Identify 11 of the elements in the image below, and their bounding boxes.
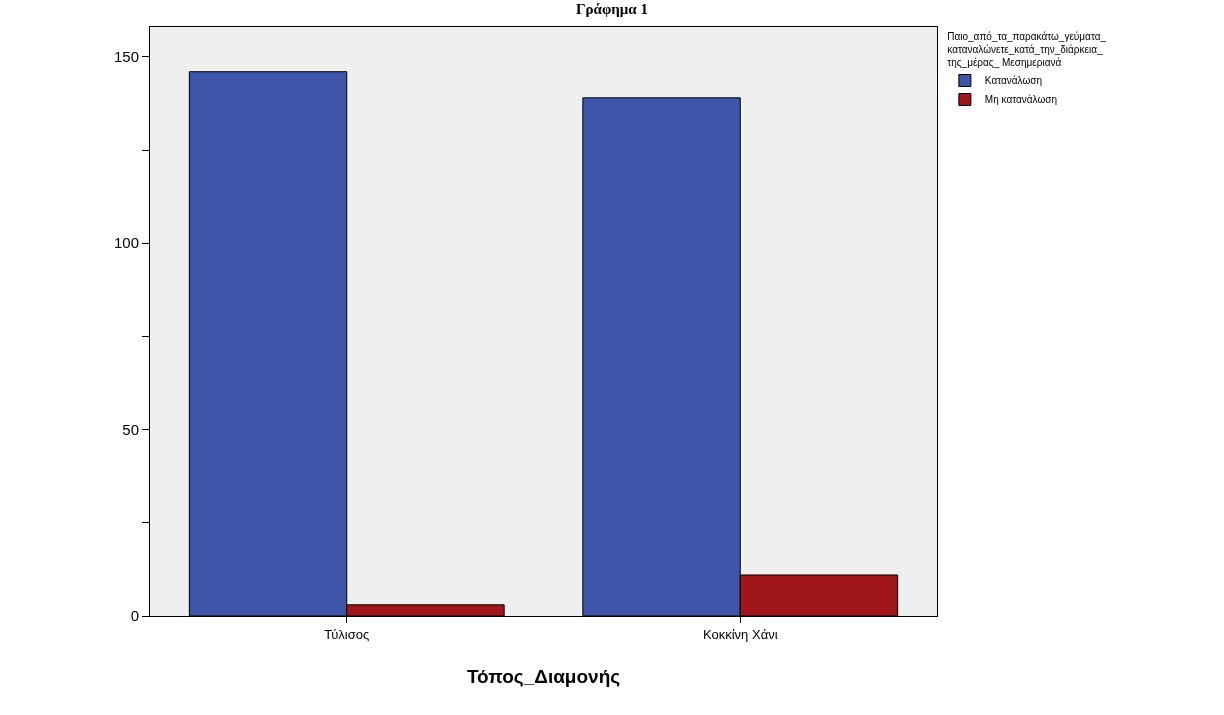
x-tick-label: Τύλισος	[324, 626, 370, 642]
x-axis-title: Τόπος_Διαμονής	[466, 666, 621, 687]
y-tick-label: 150	[113, 48, 139, 66]
y-tick-label: 0	[130, 607, 139, 625]
legend-title: Παιο_από_τα_παρακάτω_γεύματα_ καταναλώνετε_κατά_την_διάρκεια_ της_μέρας_ Μεσημεριανά	[947, 31, 1107, 68]
y-tick-label: 100	[113, 234, 139, 252]
y-tick-label: 50	[122, 420, 139, 438]
legend-label: Κατανάλωση	[984, 75, 1042, 87]
chart-title: Γράφημα 1	[576, 1, 648, 18]
legend-label: Μη κατανάλωση	[984, 94, 1057, 106]
x-tick-label: Κοκκίνη Χάνι	[702, 626, 778, 642]
